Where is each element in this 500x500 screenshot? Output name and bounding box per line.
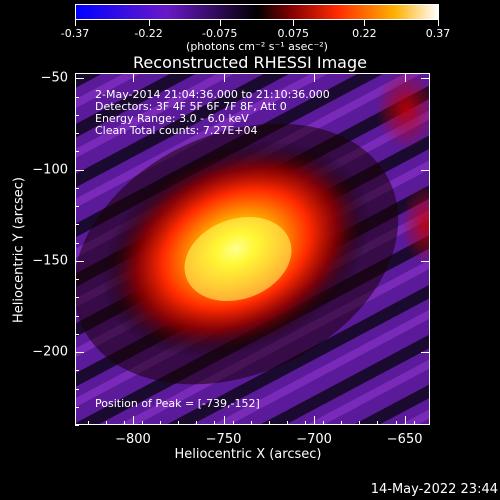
y-axis-minor-tick	[75, 224, 79, 226]
x-axis-minor-tick	[178, 421, 180, 425]
x-axis-tick-bottom	[314, 416, 316, 425]
x-tick-label: −750	[205, 432, 242, 447]
y-axis-minor-tick	[75, 114, 79, 116]
y-axis-minor-tick	[75, 151, 79, 153]
colorbar	[75, 4, 439, 20]
colorbar-tick-label: -0.37	[60, 27, 90, 40]
plot-title: Reconstructed RHESSI Image	[133, 53, 367, 72]
y-axis-minor-tick	[75, 425, 79, 426]
image-plot-area	[75, 73, 430, 425]
y-axis-minor-tick	[75, 242, 79, 244]
x-axis-minor-tick	[196, 421, 198, 425]
colorbar-tick	[75, 20, 76, 26]
colorbar-tick-label: -0.075	[201, 27, 238, 40]
colorbar-gradient	[76, 5, 438, 19]
y-tick-label: −100	[32, 162, 68, 178]
colorbar-tick	[293, 20, 295, 26]
x-axis-minor-tick	[395, 421, 397, 425]
y-tick-label: −50	[40, 70, 68, 86]
x-tick-label: −650	[386, 432, 423, 447]
info-total-counts: Clean Total counts: 7.27E+04	[95, 124, 258, 137]
x-axis-tick-top	[404, 73, 406, 82]
x-tick-label: −800	[115, 432, 151, 447]
x-axis-label: Heliocentric X (arcsec)	[174, 447, 322, 462]
colorbar-tick	[148, 20, 150, 26]
y-axis-minor-tick	[75, 96, 79, 98]
x-axis-minor-tick	[123, 421, 125, 425]
y-axis-minor-tick	[75, 370, 79, 372]
peak-position-text: Position of Peak = [-739,-152]	[95, 397, 260, 410]
y-axis-minor-tick	[75, 388, 79, 390]
y-axis-minor-tick	[75, 187, 79, 189]
colorbar-tick-label: 0.075	[277, 27, 310, 40]
y-axis-tick-right	[421, 260, 430, 262]
colorbar-unit-label: (photons cm⁻² s⁻¹ asec⁻²)	[186, 40, 328, 53]
x-axis-minor-tick	[250, 421, 252, 425]
colorbar-tick	[219, 20, 221, 26]
x-axis-minor-tick	[160, 421, 162, 425]
plot-timestamp: 14-May-2022 23:44	[370, 482, 498, 497]
x-axis-minor-tick	[341, 421, 343, 425]
x-axis-minor-tick	[359, 421, 361, 425]
y-axis-tick-right	[421, 169, 430, 171]
x-axis-tick-bottom	[223, 416, 225, 425]
y-axis-tick-left	[75, 78, 84, 80]
colorbar-tick-label: 0.37	[425, 27, 451, 40]
x-axis-tick-bottom	[404, 416, 406, 425]
x-axis-minor-tick	[214, 421, 216, 425]
x-axis-minor-tick	[305, 421, 307, 425]
x-axis-tick-top	[223, 73, 225, 82]
y-axis-minor-tick	[75, 279, 79, 281]
y-axis-tick-left	[75, 169, 84, 171]
colorbar-tick-label: 0.22	[352, 27, 377, 40]
x-axis-tick-top	[314, 73, 316, 82]
y-axis-tick-left	[75, 260, 84, 262]
y-axis-minor-tick	[75, 206, 79, 208]
y-axis-minor-tick	[75, 333, 79, 335]
x-axis-tick-top	[132, 73, 134, 82]
y-tick-label: −150	[32, 253, 68, 269]
x-axis-minor-tick	[142, 421, 143, 425]
y-axis-minor-tick	[75, 406, 79, 408]
y-axis-minor-tick	[75, 297, 79, 299]
y-axis-minor-tick	[75, 315, 79, 317]
x-axis-minor-tick	[87, 421, 89, 425]
x-axis-minor-tick	[323, 421, 325, 425]
y-axis-minor-tick	[75, 133, 79, 135]
x-axis-minor-tick	[232, 421, 234, 425]
x-axis-minor-tick	[268, 421, 270, 425]
x-axis-minor-tick	[105, 421, 107, 425]
x-axis-minor-tick	[377, 421, 379, 425]
colorbar-tick	[364, 20, 366, 26]
x-axis-minor-tick	[286, 421, 288, 425]
info-time-range: 2-May-2014 21:04:36.000 to 21:10:36.000	[95, 88, 330, 101]
info-detectors: Detectors: 3F 4F 5F 6F 7F 8F, Att 0	[95, 100, 287, 113]
y-tick-label: −200	[32, 344, 68, 360]
colorbar-tick-label: -0.22	[134, 27, 163, 40]
y-axis-tick-left	[75, 352, 84, 354]
x-tick-label: −700	[296, 432, 332, 447]
y-axis-label: Heliocentric Y (arcsec)	[11, 177, 27, 323]
x-axis-minor-tick	[413, 421, 415, 425]
rhessi-image-heatmap	[76, 74, 429, 424]
x-axis-tick-bottom	[132, 416, 134, 425]
y-axis-tick-right	[421, 352, 430, 354]
y-axis-tick-right	[421, 78, 430, 80]
colorbar-tick	[438, 20, 439, 26]
info-energy-range: Energy Range: 3.0 - 6.0 keV	[95, 112, 249, 125]
